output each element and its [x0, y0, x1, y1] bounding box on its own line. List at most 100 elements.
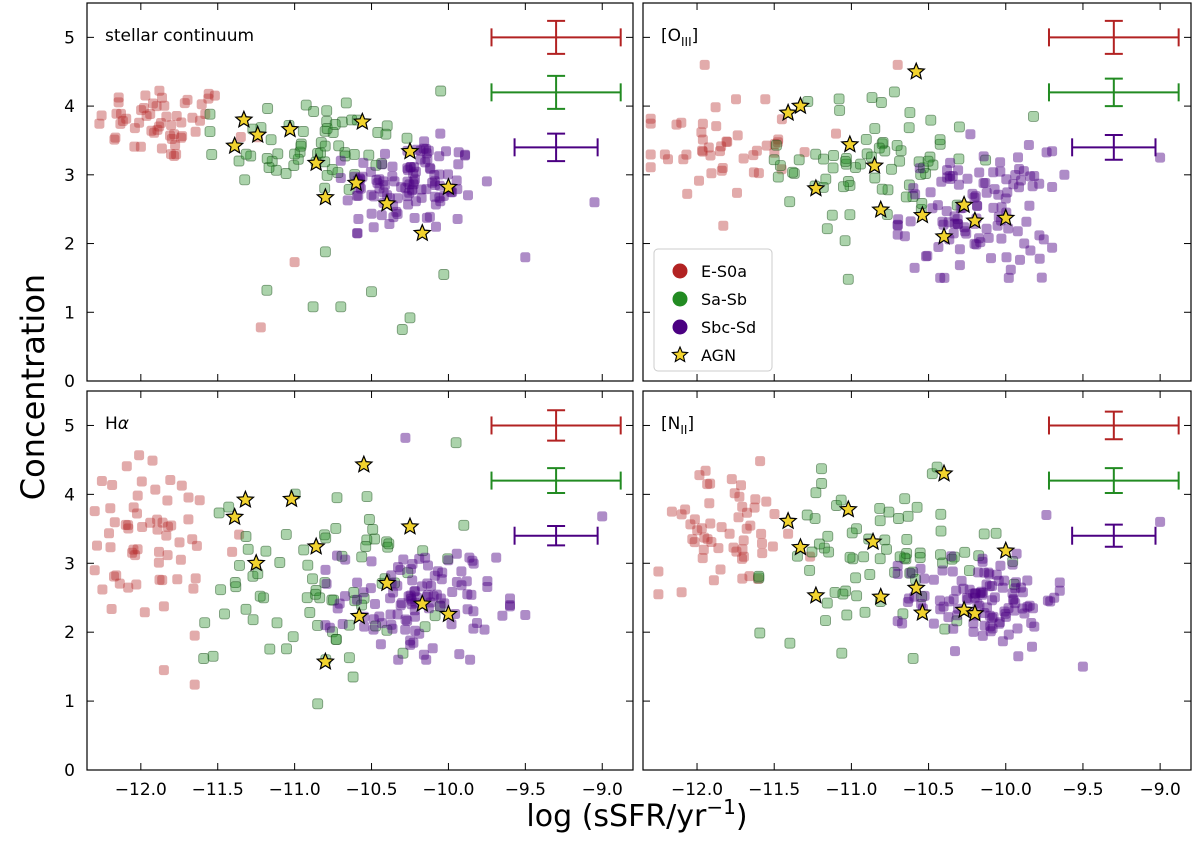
- point-sbc-sd: [481, 176, 492, 187]
- point-e-s0a: [687, 534, 698, 545]
- agn-star: [934, 463, 954, 482]
- point-sa-sb: [810, 148, 822, 160]
- point-sbc-sd: [438, 191, 449, 201]
- point-e-s0a: [161, 530, 172, 541]
- point-sbc-sd: [949, 211, 960, 222]
- point-e-s0a: [645, 118, 656, 129]
- point-sbc-sd: [1047, 242, 1058, 253]
- point-sa-sb: [295, 140, 307, 152]
- panel-frame: [86, 390, 634, 771]
- point-sbc-sd: [964, 584, 975, 595]
- point-e-s0a: [694, 470, 705, 481]
- point-e-s0a: [166, 520, 177, 531]
- point-sbc-sd: [402, 176, 413, 187]
- point-sbc-sd: [403, 591, 414, 602]
- point-sa-sb: [370, 159, 382, 171]
- point-sa-sb: [787, 166, 799, 178]
- point-e-s0a: [114, 578, 125, 589]
- point-e-s0a: [188, 583, 199, 594]
- point-sa-sb: [438, 269, 450, 280]
- point-sbc-sd: [405, 162, 416, 172]
- point-sbc-sd: [396, 182, 407, 193]
- point-sbc-sd: [937, 565, 948, 576]
- point-e-s0a: [171, 149, 182, 160]
- point-sbc-sd: [352, 228, 362, 239]
- point-sa-sb: [913, 156, 925, 168]
- point-sa-sb: [914, 552, 926, 563]
- point-sbc-sd: [434, 180, 445, 191]
- agn-star: [234, 109, 254, 128]
- point-sbc-sd: [995, 157, 1006, 168]
- point-sa-sb: [347, 671, 359, 683]
- point-sbc-sd: [420, 552, 431, 563]
- agn-star: [934, 226, 954, 245]
- point-sbc-sd: [1014, 182, 1024, 193]
- agn-star: [912, 602, 932, 622]
- point-sbc-sd: [405, 639, 416, 650]
- point-sbc-sd: [993, 575, 1004, 586]
- agn-star: [225, 135, 245, 155]
- point-e-s0a: [152, 514, 163, 525]
- point-e-s0a: [183, 514, 194, 525]
- point-sbc-sd: [932, 200, 943, 211]
- point-sbc-sd: [424, 211, 435, 222]
- point-sa-sb: [816, 478, 828, 489]
- point-sa-sb: [934, 134, 946, 146]
- x-tick-label: −9.0: [582, 780, 623, 800]
- point-sbc-sd: [365, 166, 376, 177]
- point-e-s0a: [737, 553, 747, 564]
- point-e-s0a: [733, 512, 744, 523]
- point-sbc-sd: [482, 582, 493, 592]
- point-sbc-sd: [988, 167, 999, 178]
- point-e-s0a: [732, 187, 742, 198]
- point-sa-sb: [810, 487, 822, 499]
- agn-star: [996, 208, 1016, 227]
- point-sbc-sd: [1049, 592, 1060, 603]
- panel-1: 0 1 2 3 4 5 stellar continuum: [64, 2, 634, 392]
- point-sbc-sd: [429, 191, 440, 202]
- point-e-s0a: [117, 116, 128, 126]
- point-sbc-sd: [406, 564, 416, 575]
- point-sbc-sd: [1008, 595, 1019, 606]
- point-e-s0a: [753, 168, 764, 179]
- point-sbc-sd: [443, 169, 453, 180]
- point-e-s0a: [731, 546, 742, 557]
- point-sbc-sd: [899, 231, 910, 242]
- point-sbc-sd: [414, 628, 425, 639]
- point-sa-sb: [348, 148, 360, 160]
- point-sbc-sd: [905, 216, 916, 227]
- point-e-s0a: [676, 117, 687, 128]
- point-e-s0a: [209, 90, 220, 101]
- agn-star: [280, 119, 300, 138]
- point-sbc-sd: [961, 228, 972, 239]
- point-sa-sb: [784, 196, 796, 208]
- point-sa-sb: [321, 123, 333, 134]
- point-sbc-sd: [416, 184, 427, 195]
- point-sbc-sd: [935, 604, 946, 615]
- point-sa-sb: [363, 514, 375, 525]
- point-e-s0a: [154, 85, 165, 96]
- point-e-s0a: [195, 115, 205, 126]
- point-e-s0a: [189, 630, 200, 641]
- point-e-s0a: [694, 175, 704, 186]
- point-e-s0a: [129, 141, 140, 152]
- point-sa-sb: [925, 114, 937, 126]
- point-sbc-sd: [416, 192, 427, 203]
- point-sbc-sd: [460, 150, 470, 161]
- point-sbc-sd: [1012, 226, 1023, 237]
- point-sa-sb: [348, 587, 360, 598]
- point-sbc-sd: [411, 592, 422, 603]
- point-sbc-sd: [479, 624, 490, 635]
- point-sbc-sd: [939, 272, 950, 283]
- point-e-s0a: [135, 141, 146, 152]
- agn-star: [400, 516, 420, 535]
- point-sa-sb: [263, 162, 275, 173]
- agn-star: [864, 155, 885, 175]
- point-sbc-sd: [404, 187, 415, 198]
- point-e-s0a: [150, 484, 161, 495]
- point-sbc-sd: [1022, 575, 1033, 586]
- point-sbc-sd: [1003, 603, 1014, 614]
- point-sbc-sd: [436, 574, 447, 585]
- legend: E-S0a Sa-Sb Sbc-Sd AGN: [653, 248, 773, 372]
- point-sbc-sd: [1023, 140, 1034, 150]
